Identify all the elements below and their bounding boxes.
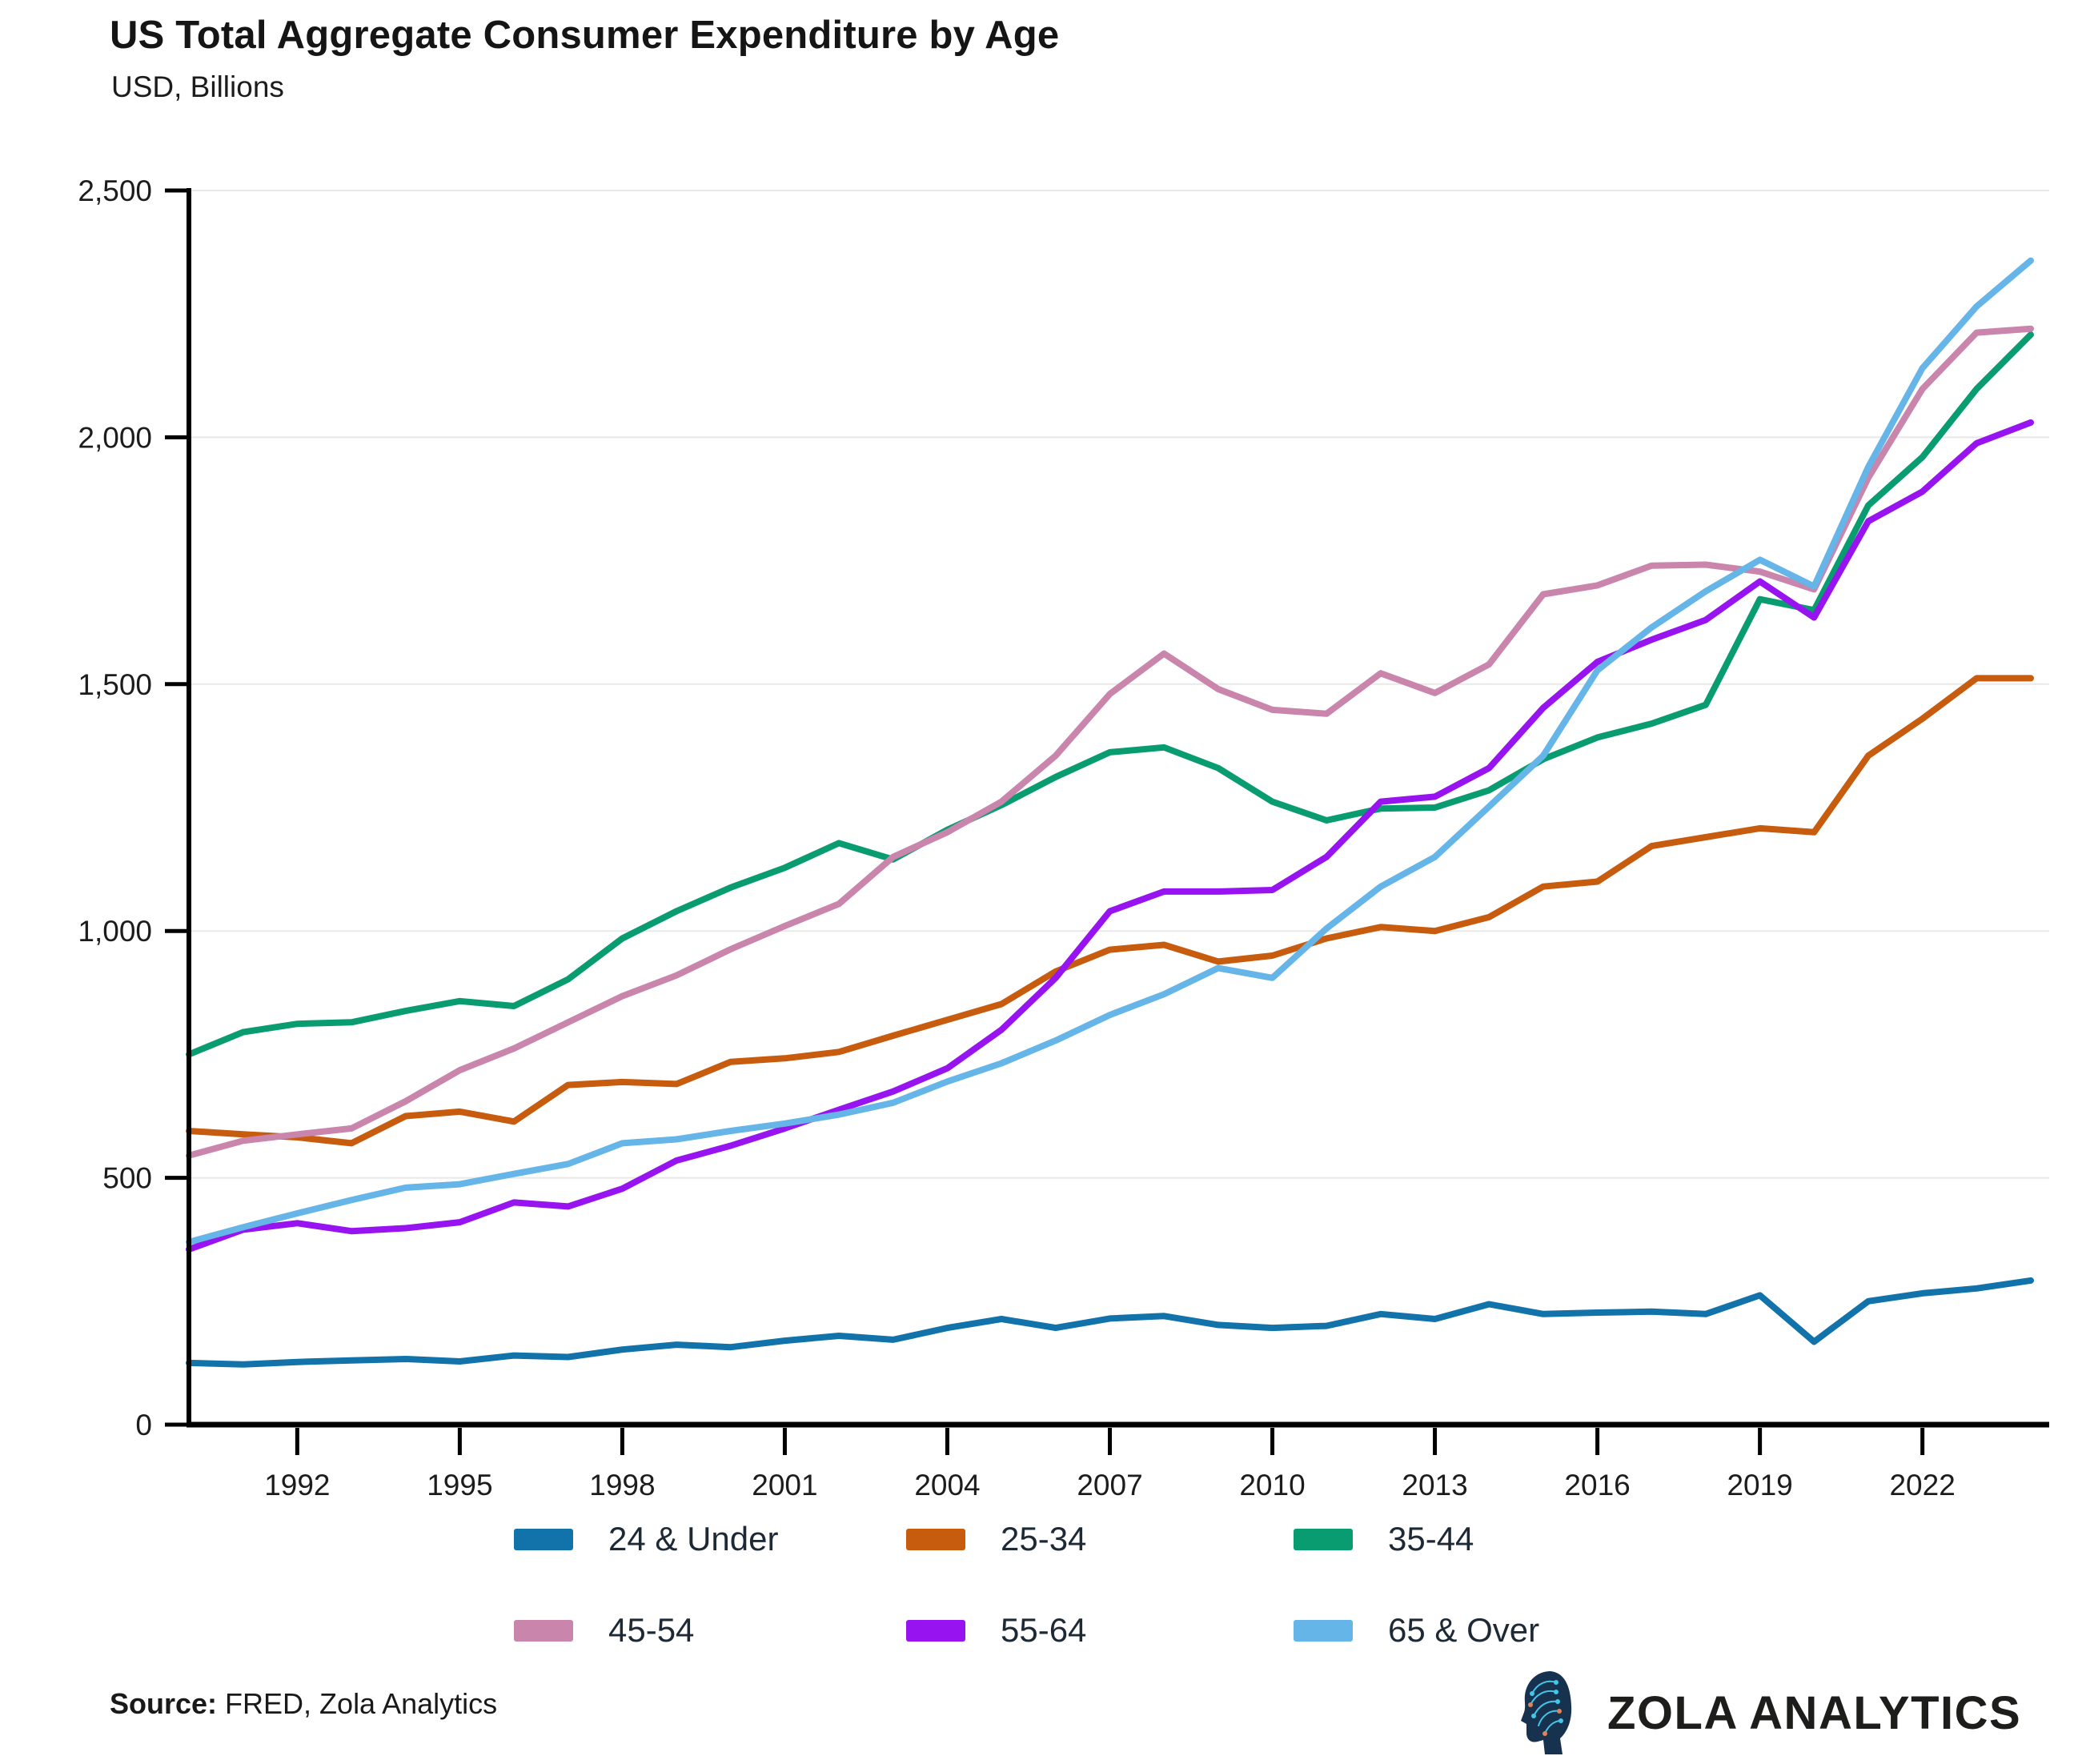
- legend-label: 35-44: [1388, 1520, 1474, 1558]
- legend-item-25-34: 25-34: [906, 1517, 1086, 1561]
- series-line-24-under: [186, 1277, 2034, 1368]
- legend-item-24-under: 24 & Under: [514, 1517, 778, 1561]
- series-line-25-34: [186, 675, 2034, 1147]
- chart-subtitle: USD, Billions: [111, 70, 284, 103]
- legend-item-45-54: 45-54: [514, 1609, 694, 1652]
- x-tick-label-2016: 2016: [1564, 1469, 1630, 1501]
- x-tick-label-2007: 2007: [1077, 1469, 1142, 1501]
- legend-swatch-icon: [514, 1528, 573, 1550]
- legend-label: 65 & Over: [1388, 1611, 1540, 1649]
- legend-label: 25-34: [1001, 1520, 1087, 1558]
- legend-item-55-64: 55-64: [906, 1609, 1086, 1652]
- x-tick-label-1992: 1992: [264, 1469, 330, 1501]
- legend-row-1: 24 & Under 25-34 35-44: [0, 1517, 2078, 1561]
- series-line-45-54: [186, 325, 2034, 1159]
- legend-swatch-icon: [906, 1528, 965, 1550]
- y-tick-label-2500: 2,500: [78, 174, 152, 207]
- x-tick-label-2022: 2022: [1889, 1469, 1955, 1501]
- source-line: Source: FRED, Zola Analytics: [110, 1687, 497, 1721]
- legend-swatch-icon: [906, 1619, 965, 1642]
- x-tick-label-2001: 2001: [752, 1469, 817, 1501]
- series-line-35-44: [186, 331, 2034, 1058]
- x-tick-label-2010: 2010: [1239, 1469, 1305, 1501]
- legend-swatch-icon: [1294, 1528, 1353, 1550]
- x-tick-label-2019: 2019: [1727, 1469, 1792, 1501]
- legend-swatch-icon: [514, 1619, 573, 1642]
- head-circuit-icon: [1521, 1671, 1572, 1754]
- source-text: FRED, Zola Analytics: [217, 1687, 498, 1720]
- x-tick-label-1998: 1998: [589, 1469, 655, 1501]
- chart-title: US Total Aggregate Consumer Expenditure …: [110, 14, 1060, 57]
- brand-lockup: ZOLA ANALYTICS: [1521, 1668, 2021, 1758]
- y-tick-label-1000: 1,000: [78, 915, 152, 948]
- legend-label: 24 & Under: [608, 1520, 779, 1558]
- y-tick-label-2000: 2,000: [78, 421, 152, 454]
- legend-row-2: 45-54 55-64 65 & Over: [0, 1609, 2078, 1652]
- y-tick-label-1500: 1,500: [78, 668, 152, 701]
- legend-swatch-icon: [1294, 1619, 1353, 1642]
- legend-label: 55-64: [1001, 1611, 1087, 1649]
- brand-name: ZOLA ANALYTICS: [1607, 1686, 2022, 1739]
- legend-item-65-over: 65 & Over: [1294, 1609, 1539, 1652]
- y-tick-label-500: 500: [102, 1162, 152, 1195]
- x-tick-label-2013: 2013: [1402, 1469, 1467, 1501]
- legend-label: 45-54: [608, 1611, 695, 1649]
- y-tick-label-0: 0: [135, 1409, 152, 1441]
- series-line-65-over: [186, 257, 2034, 1245]
- series-line-55-64: [186, 419, 2034, 1253]
- line-chart: 0 500 1,000 1,500 2,000 2,500 1992 1995 1998 2001…: [78, 174, 2049, 1501]
- legend-item-35-44: 35-44: [1294, 1517, 1474, 1561]
- x-tick-label-2004: 2004: [914, 1469, 980, 1501]
- x-tick-label-1995: 1995: [427, 1469, 492, 1501]
- source-label: Source:: [110, 1687, 218, 1720]
